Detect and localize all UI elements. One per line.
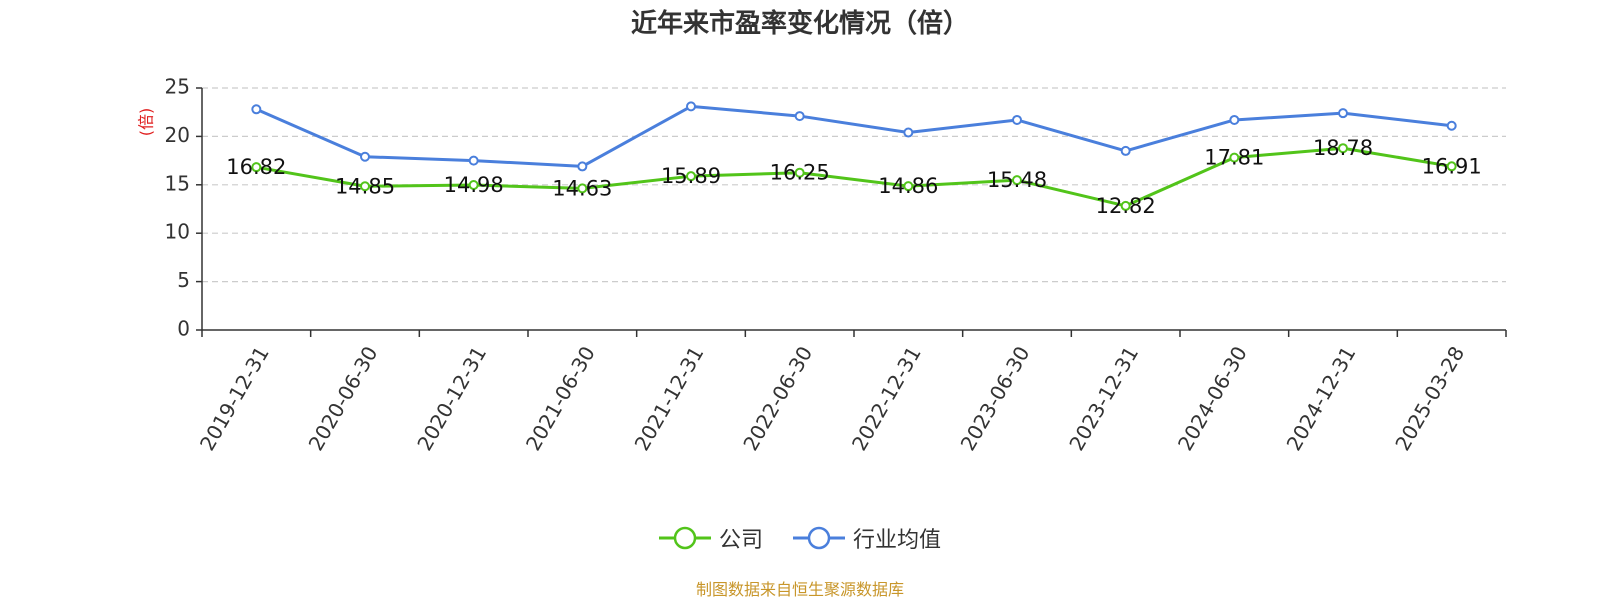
data-label: 14.86 <box>878 174 938 198</box>
y-tick-label: 10 <box>165 220 190 244</box>
data-point <box>1229 114 1240 125</box>
x-tick-label: 2019-12-31 <box>195 342 274 455</box>
data-point <box>360 151 370 162</box>
data-point <box>1012 114 1022 125</box>
data-point <box>1229 152 1240 163</box>
legend-item-company[interactable]: 公司 <box>658 522 763 554</box>
data-label: 16.82 <box>226 155 286 179</box>
data-point <box>1012 175 1022 186</box>
data-point <box>468 155 479 166</box>
x-tick-label: 2022-12-31 <box>847 342 926 455</box>
data-point <box>686 101 696 112</box>
data-label: 17.81 <box>1204 146 1264 170</box>
legend-label-industry-average: 行业均值 <box>853 528 942 553</box>
grid-lines <box>202 87 1506 283</box>
data-label: 12.82 <box>1096 194 1156 218</box>
data-label: 16.25 <box>770 161 830 185</box>
data-label: 14.98 <box>444 173 504 197</box>
x-tick-label: 2023-12-31 <box>1064 342 1143 455</box>
data-point <box>577 161 588 172</box>
series-line <box>255 104 1452 168</box>
data-label: 14.85 <box>335 174 395 198</box>
y-tick-label: 0 <box>177 317 190 341</box>
x-tick-label: 2025-03-28 <box>1390 342 1469 455</box>
data-point <box>903 181 914 192</box>
x-tick-label: 2021-12-31 <box>630 342 709 455</box>
data-label: 15.89 <box>661 164 721 188</box>
data-point <box>686 171 696 182</box>
data-point <box>794 167 805 178</box>
data-label: 15.48 <box>987 168 1047 192</box>
legend-line-circle-icon <box>658 526 711 550</box>
x-tick-label: 2021-06-30 <box>521 342 600 455</box>
data-point <box>1446 120 1457 131</box>
x-tick-label: 2024-12-31 <box>1282 342 1361 455</box>
series-line <box>256 146 1452 208</box>
legend-item-industry-average[interactable]: 行业均值 <box>793 522 941 554</box>
data-label: 14.63 <box>552 176 612 200</box>
x-tick-label: 2023-06-30 <box>956 342 1035 455</box>
y-tick-label: 25 <box>165 75 190 99</box>
y-tick-label: 20 <box>165 123 190 147</box>
data-point <box>360 181 370 192</box>
data-point <box>577 183 588 194</box>
data-point <box>903 127 914 138</box>
chart-title: 近年来市盈率变化情况（倍） <box>630 9 969 39</box>
legend: 公司 行业均值 <box>0 520 1600 556</box>
x-tick-label: 2022-06-30 <box>738 342 817 455</box>
x-tick-label: 2020-06-30 <box>304 342 383 455</box>
y-tick-label: 15 <box>165 171 190 195</box>
data-point <box>251 104 262 115</box>
data-labels: 16.82 14.85 14.98 14.63 15.89 16.25 14.86 15.48… <box>226 136 1481 218</box>
source-note: 制图数据来自恒生聚源数据库 <box>695 580 904 599</box>
data-point <box>1446 161 1457 172</box>
data-point <box>1338 108 1348 119</box>
x-tick-label: 2020-12-31 <box>412 342 491 455</box>
data-point <box>1120 145 1131 156</box>
y-axis-label: (倍) <box>137 108 156 137</box>
data-point <box>468 179 479 190</box>
data-point <box>794 111 805 122</box>
data-label: 18.78 <box>1313 136 1373 160</box>
axes: 0 5 10 15 20 25 2019-12-31 2020-06-30 2020-12-31… <box>165 75 1507 455</box>
y-tick-label: 5 <box>177 268 190 292</box>
data-label: 16.91 <box>1422 154 1482 178</box>
legend-line-circle-icon <box>793 526 845 550</box>
data-point <box>1338 143 1348 154</box>
legend-label-company: 公司 <box>718 528 763 553</box>
data-point <box>1120 200 1131 211</box>
series <box>251 101 1457 211</box>
data-point <box>251 162 262 173</box>
x-tick-label: 2024-06-30 <box>1173 342 1252 455</box>
